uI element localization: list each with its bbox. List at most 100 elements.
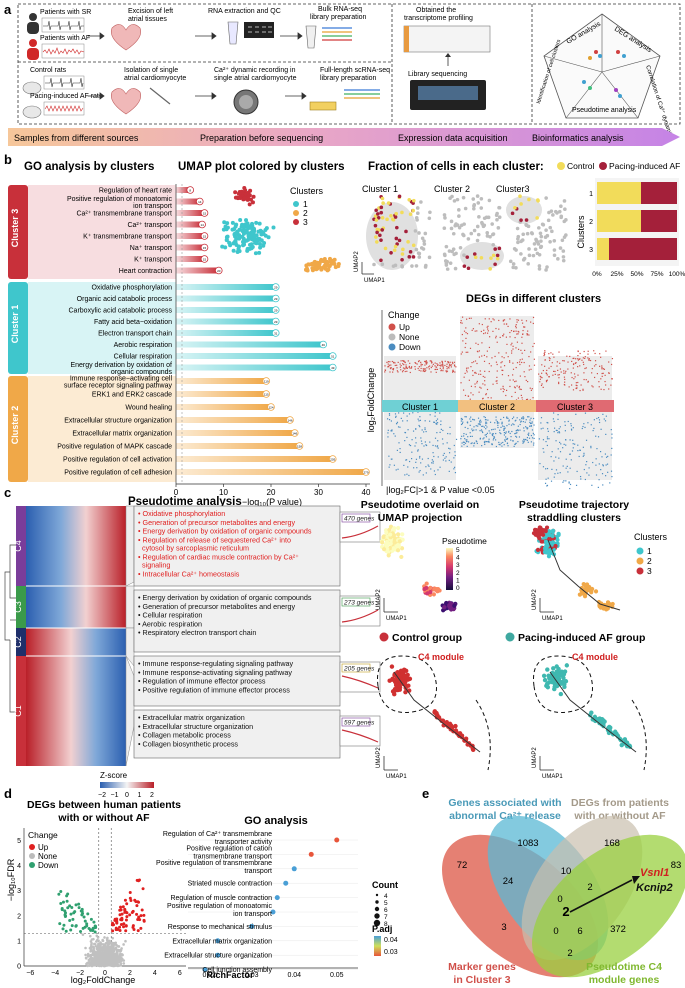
fraction-point bbox=[519, 202, 523, 206]
deg-down-point bbox=[435, 420, 438, 422]
deg-down-point bbox=[507, 445, 509, 447]
deg-up-point bbox=[589, 359, 592, 362]
richfactor-tick: 0.05 bbox=[330, 972, 344, 979]
deg-up-point bbox=[485, 393, 487, 395]
deg-down-point bbox=[412, 430, 415, 432]
volcano-none-point bbox=[103, 948, 107, 951]
fraction-point bbox=[444, 244, 449, 249]
deg-up-point bbox=[496, 376, 498, 378]
pseudotime-term: • Generation of precursor metabolites an… bbox=[138, 602, 296, 611]
count-tick: 4 bbox=[384, 893, 388, 900]
deg-up-point bbox=[515, 327, 517, 329]
fraction-point bbox=[535, 216, 539, 220]
fraction-point bbox=[544, 228, 548, 232]
zscore-tick: −1 bbox=[111, 792, 119, 799]
deg-down-point bbox=[532, 444, 535, 446]
ecg-sr-trace bbox=[43, 20, 84, 31]
fraction-point bbox=[397, 194, 402, 199]
fraction-point bbox=[561, 249, 566, 253]
pseudotime-term: • Generation of precursor metabolites an… bbox=[138, 518, 296, 527]
label-isolation: Isolation of single atrial cardiomyocyte bbox=[124, 67, 186, 82]
volcano-down-point bbox=[63, 915, 67, 919]
deg-up-point bbox=[503, 388, 505, 391]
deg-up-point bbox=[518, 386, 520, 389]
cluster2-bg bbox=[28, 376, 176, 482]
deg-up-point bbox=[447, 361, 450, 364]
volcano-none-point bbox=[111, 952, 114, 956]
deg-up-point bbox=[465, 342, 467, 345]
deg-down-point bbox=[427, 464, 429, 466]
deg-down-point bbox=[547, 422, 549, 424]
group-point bbox=[554, 683, 560, 689]
fraction-bar-control bbox=[597, 210, 641, 232]
deg-up-point bbox=[481, 342, 483, 344]
fraction-point bbox=[374, 218, 379, 222]
deg-up-point bbox=[594, 376, 596, 379]
deg-up-point bbox=[514, 391, 516, 394]
deg-up-point bbox=[396, 370, 398, 372]
deg-down-point bbox=[586, 461, 588, 463]
venn-count: 168 bbox=[604, 838, 620, 849]
deg-up-point bbox=[577, 350, 579, 352]
deg-up-point bbox=[520, 394, 522, 397]
deg-up-point bbox=[515, 324, 517, 326]
deg-up-point bbox=[546, 374, 548, 376]
deg-up-point bbox=[552, 353, 554, 355]
fraction-point bbox=[491, 242, 496, 247]
pseudotime-term: • Aerobic respiration bbox=[138, 619, 202, 628]
fraction-point bbox=[461, 232, 465, 237]
fraction-point bbox=[375, 227, 380, 232]
fraction-point bbox=[514, 266, 518, 270]
go-bar bbox=[176, 256, 205, 262]
volcano-none-point bbox=[108, 962, 112, 966]
fraction-point bbox=[497, 246, 502, 251]
deg-up-point bbox=[447, 366, 449, 368]
deg-down-point bbox=[494, 422, 496, 424]
deg-down-point bbox=[557, 414, 559, 416]
umap-title: UMAP plot colored by clusters bbox=[178, 161, 345, 173]
venn-count: 10 bbox=[561, 866, 572, 877]
deg-up-point bbox=[507, 375, 510, 377]
trajectory-point bbox=[553, 543, 558, 549]
deg-up-point bbox=[440, 365, 442, 367]
deg-down-point bbox=[496, 422, 499, 424]
deg-up-point bbox=[384, 365, 386, 367]
umap-point bbox=[228, 243, 233, 248]
umap-point bbox=[257, 221, 262, 226]
deg-down-point bbox=[501, 423, 503, 425]
step-4: Bioinformatics analysis bbox=[532, 133, 624, 143]
volcano-none-point bbox=[98, 946, 102, 950]
deg-up-point bbox=[484, 376, 486, 378]
deg-down-point bbox=[391, 430, 393, 432]
go-bar-end bbox=[200, 209, 209, 217]
go-term-label: Carboxylic acid catabolic process bbox=[69, 308, 173, 315]
deg-down-point bbox=[557, 472, 559, 474]
module-c1-label: C1 bbox=[13, 705, 23, 717]
fraction-point bbox=[372, 262, 376, 267]
deg-up-point bbox=[541, 364, 543, 366]
cluster3-band bbox=[8, 185, 28, 279]
volcano-up-point bbox=[142, 919, 146, 923]
umap-point bbox=[312, 260, 317, 265]
fraction-point bbox=[443, 216, 447, 220]
deg-up-point bbox=[563, 383, 565, 386]
go-bar bbox=[176, 391, 267, 397]
fraction-point bbox=[560, 238, 565, 243]
deg-up-point bbox=[400, 369, 402, 371]
gene-vsnl1: Vsnl1 bbox=[640, 867, 669, 879]
venn-count: 3 bbox=[501, 922, 506, 933]
deg-down-point bbox=[553, 420, 555, 423]
deg-down-point bbox=[439, 412, 441, 414]
deg-down-point bbox=[565, 444, 567, 446]
panel-label-b: b bbox=[4, 152, 12, 167]
deg-down-point bbox=[498, 422, 500, 424]
fraction-point bbox=[391, 217, 396, 222]
fraction-point bbox=[415, 218, 419, 222]
deg-down-point bbox=[441, 438, 444, 440]
deg-up-point bbox=[592, 386, 594, 388]
fraction-point bbox=[537, 267, 542, 271]
deg-down-point bbox=[519, 423, 521, 426]
group-point bbox=[397, 673, 402, 678]
group-point bbox=[592, 714, 598, 720]
deg-up-point bbox=[461, 322, 463, 324]
